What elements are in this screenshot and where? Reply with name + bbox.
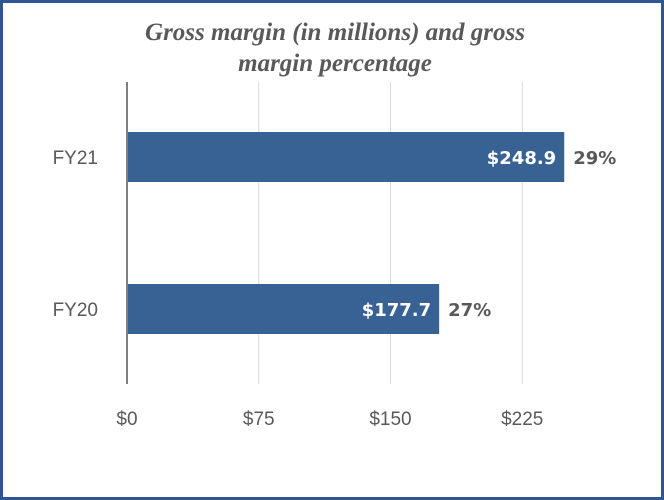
category-label-fy21: FY21: [53, 148, 98, 169]
bars: [127, 132, 565, 334]
category-label-fy20: FY20: [53, 300, 98, 321]
value-label-fy21: $248.9: [487, 148, 556, 169]
bar-fy20: [127, 284, 440, 334]
x-tick-label: $150: [369, 409, 411, 430]
labels: $0 $75 $150 $225 FY21 $248.9 29% FY20 $177.7 27%: [53, 148, 617, 430]
x-tick-label: $0: [116, 409, 137, 430]
value-label-fy20: $177.7: [362, 300, 431, 321]
percent-label-fy20: 27%: [448, 300, 491, 321]
percent-label-fy21: 29%: [573, 148, 616, 169]
chart-title: Gross margin (in millions) and gross mar…: [3, 17, 664, 79]
chart-title-line-2: margin percentage: [238, 50, 432, 77]
x-tick-label: $75: [243, 409, 275, 430]
chart-title-line-1: Gross margin (in millions) and gross: [145, 19, 525, 46]
x-tick-label: $225: [501, 409, 543, 430]
gridlines: [258, 82, 523, 384]
bar-fy21: [127, 132, 565, 182]
